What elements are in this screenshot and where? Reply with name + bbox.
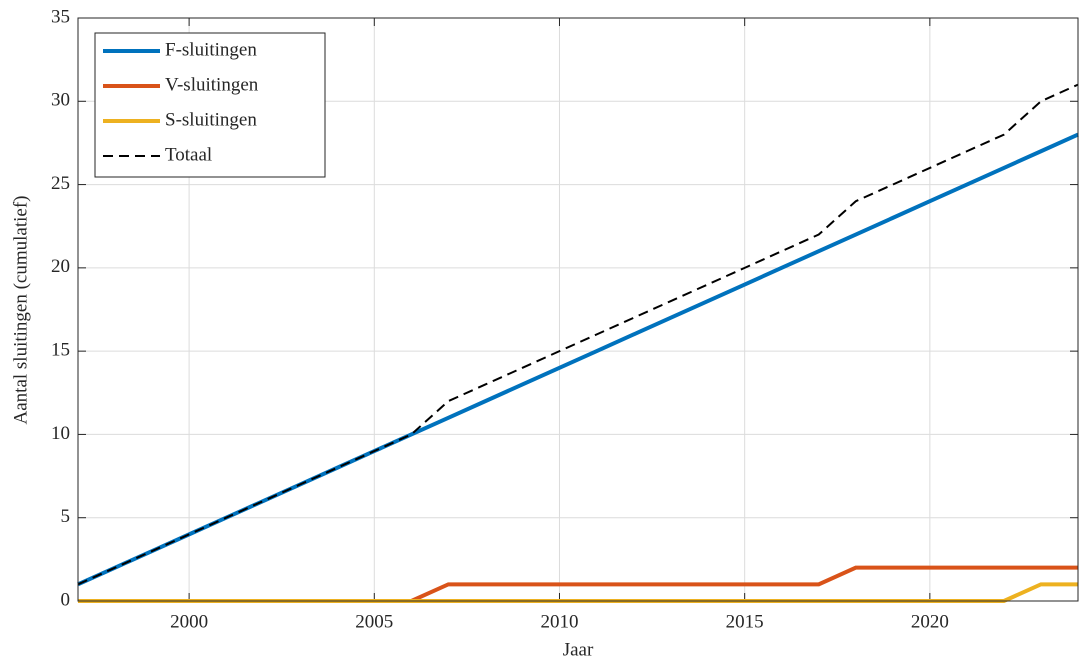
line-series [77,83,1079,586]
y-tick-label: 0 [61,589,71,610]
legend-box [94,32,326,178]
legend-label: S-sluitingen [165,109,257,130]
legend-label: V-sluitingen [165,74,259,95]
line-series [78,565,1078,603]
x-axis-label: Jaar [563,639,594,660]
axes-box [77,17,1079,602]
x-tick-label: 2020 [911,611,949,632]
x-tick-label: 2000 [170,611,208,632]
legend-label: F-sluitingen [165,39,257,60]
y-tick-label: 30 [51,90,70,111]
y-tick-label: 20 [51,256,70,277]
y-tick-label: 35 [51,6,70,27]
line-series [78,582,1078,603]
legend-label: Totaal [165,144,212,165]
y-tick-label: 5 [61,506,71,527]
y-axis-label: Aantal sluitingen (cumulatief) [10,196,31,425]
y-tick-label: 15 [51,340,70,361]
y-tick-label: 10 [51,423,70,444]
legend: F-sluitingen V-sluitingen S-sluitingen Tota… [94,32,326,178]
x-tick-label: 2005 [355,611,393,632]
x-tick-label: 2010 [540,611,578,632]
y-tick-label: 25 [51,173,70,194]
x-tick-label: 2015 [726,611,764,632]
